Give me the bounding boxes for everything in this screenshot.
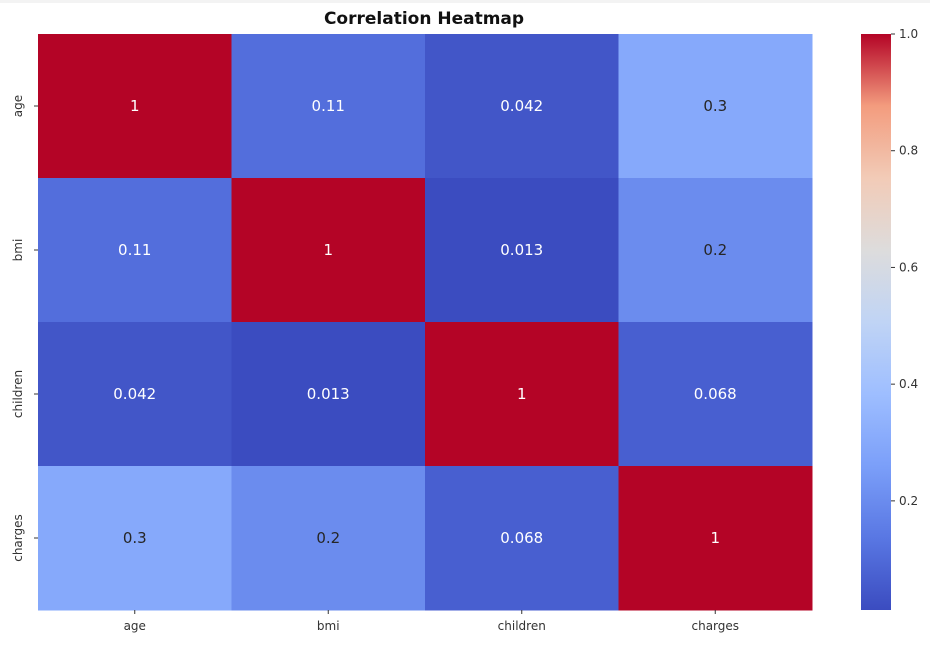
cell-annotation: 0.11 [312,97,345,115]
colorbar-gradient [861,34,891,610]
heatmap-cell-age-bmi [231,34,426,179]
y-axis: age bmi children charges [11,95,38,562]
cell-annotation: 0.042 [500,97,543,115]
cell-annotation: 1 [710,529,720,547]
heatmap-cell-children-charges [618,322,813,467]
heatmap-cell-age-age [38,34,232,179]
colorbar: 0.2 0.4 0.6 0.8 1.0 [861,27,918,610]
colorbar-tick-label: 1.0 [899,27,918,41]
heatmap-cell-charges-children [425,466,619,611]
colorbar-tick-label: 0.4 [899,377,918,391]
cell-annotation: 0.2 [316,529,340,547]
heatmap-cell-bmi-bmi [231,178,426,323]
heatmap-cell-bmi-children [425,178,619,323]
heatmap-cells: 1 0.11 0.042 0.3 0.11 1 0.013 0.2 0.042 0.013 1 0.0… [38,34,813,611]
heatmap-cell-charges-bmi [231,466,426,611]
cell-annotation: 0.2 [703,241,727,259]
heatmap-cell-bmi-age [38,178,232,323]
cell-annotation: 0.11 [118,241,151,259]
colorbar-tick-label: 0.6 [899,260,918,274]
cell-annotation: 0.068 [500,529,543,547]
colorbar-tick-label: 0.2 [899,494,918,508]
heatmap-cell-age-charges [618,34,813,179]
cell-annotation: 0.013 [500,241,543,259]
heatmap-cell-bmi-charges [618,178,813,323]
y-tick-label-charges: charges [11,514,25,562]
y-tick-label-bmi: bmi [11,239,25,262]
x-axis: age bmi children charges [124,610,739,633]
cell-annotation: 0.068 [694,385,737,403]
heatmap-cell-age-children [425,34,619,179]
chart-title: Correlation Heatmap [324,9,524,29]
heatmap-cell-children-children [425,322,619,467]
cell-annotation: 0.013 [307,385,350,403]
x-tick-label-children: children [498,619,546,633]
x-tick-label-bmi: bmi [317,619,340,633]
colorbar-tick-label: 0.8 [899,144,918,158]
cell-annotation: 0.3 [123,529,147,547]
cell-annotation: 1 [130,97,140,115]
heatmap-cell-children-age [38,322,232,467]
x-tick-label-age: age [124,619,146,633]
heatmap-cell-charges-charges [618,466,813,611]
cell-annotation: 0.042 [113,385,156,403]
heatmap-cell-children-bmi [231,322,426,467]
cell-annotation: 1 [517,385,527,403]
top-border [0,0,930,3]
cell-annotation: 1 [323,241,333,259]
cell-annotation: 0.3 [703,97,727,115]
y-tick-label-age: age [11,95,25,117]
heatmap-cell-charges-age [38,466,232,611]
y-tick-label-children: children [11,370,25,418]
x-tick-label-charges: charges [691,619,739,633]
